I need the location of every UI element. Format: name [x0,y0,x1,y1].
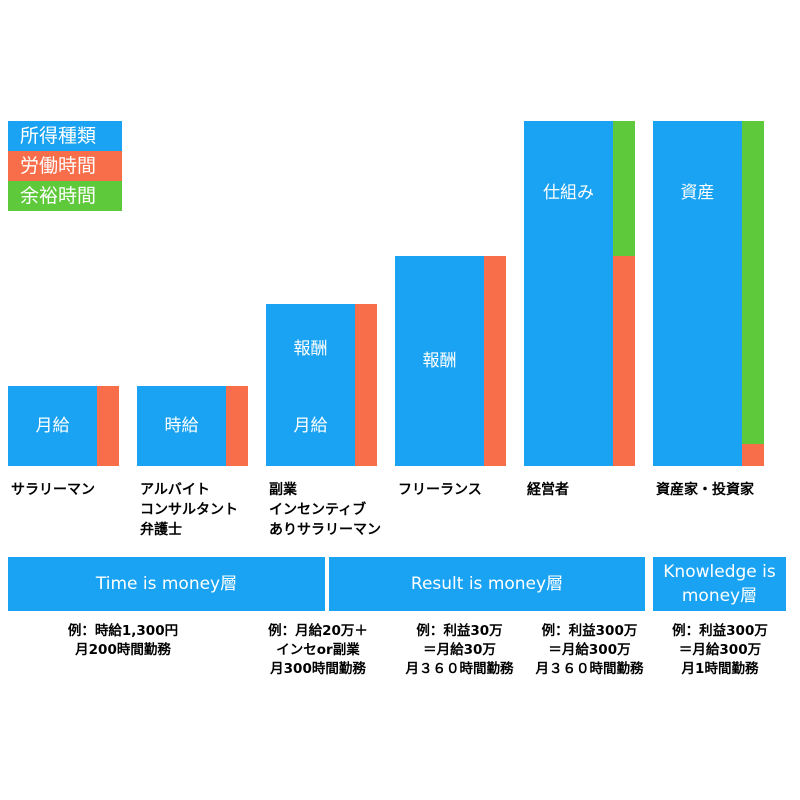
income-label: 資産 [680,183,715,203]
spare-bar [613,121,635,256]
income-bar [524,121,613,466]
category-label: フリーランス [398,480,482,500]
example-line: ＝月給300万 [678,642,762,658]
example-text: 例：時給1,300円 月200時間勤務 [58,622,188,660]
category-label: 資産家・投資家 [656,480,754,500]
example-line: 月300時間勤務 [270,661,366,677]
labor-bar [355,304,377,466]
layer-label-line: Result is money層 [410,574,564,594]
example-line: 例：利益300万 [672,623,768,639]
income-label: 時給 [164,416,199,436]
category-label: 経営者 [527,480,569,500]
layer-label: Result is money層 [411,572,563,596]
layer-label-line: Time is money層 [95,574,238,594]
labor-bar [742,444,764,466]
income-label: 報酬 [293,339,328,359]
category-label-line: 資産家・投資家 [656,482,754,498]
category-label-line: コンサルタント [140,502,238,518]
category-label-line: 弁護士 [140,522,182,538]
category-label-line: サラリーマン [11,482,95,498]
spare-bar [742,121,764,444]
layer-band: Result is money層 [329,557,645,611]
example-line: 例：時給1,300円 [67,623,179,639]
labor-bar [484,256,506,466]
legend-labor-time: 労働時間 [8,151,122,181]
layer-label-line: money層 [681,586,758,606]
example-line: 月３６０時間勤務 [405,661,514,677]
income-bar [8,386,97,466]
labor-bar [613,256,635,466]
layer-label: Time is money層 [96,572,237,596]
example-line: ＝月給30万 [423,642,496,658]
income-label: 月給 [293,416,328,436]
income-bar [266,304,355,466]
example-line: 例：利益300万 [541,623,638,639]
legend-spare-time: 余裕時間 [8,181,122,211]
category-label: サラリーマン [11,480,95,500]
income-label: 月給 [35,416,70,436]
example-line: 例：月給20万＋ [268,623,368,639]
example-line: インセor副業 [276,642,360,658]
labor-bar [97,386,119,466]
category-label: アルバイトコンサルタント 弁護士 [140,480,238,540]
example-line: 月３６０時間勤務 [535,661,644,677]
layer-band: Time is money層 [8,557,325,611]
income-bar [653,121,742,466]
category-label: 副業インセンティブ ありサラリーマン [269,480,381,540]
layer-label-line: Knowledge is [663,562,776,582]
category-label-line: 経営者 [527,482,569,498]
example-text: 例：利益300万 ＝月給300万 月３６０時間勤務 [527,622,652,679]
category-label-line: 副業 [269,482,297,498]
income-bar [395,256,484,466]
layer-label: Knowledge is money層 [663,560,775,608]
category-label-line: インセンティブ [269,502,367,518]
income-bar [137,386,226,466]
example-line: 月200時間勤務 [75,642,171,658]
example-text: 例：月給20万＋ インセor副業 月300時間勤務 [258,622,378,679]
example-line: 月1時間勤務 [681,661,759,677]
example-line: ＝月給300万 [548,642,631,658]
example-line: 例：利益30万 [416,623,503,639]
income-label: 報酬 [422,351,457,371]
layer-band: Knowledge is money層 [653,557,786,611]
example-text: 例：利益300万 ＝月給300万 月1時間勤務 [660,622,780,679]
category-label-line: アルバイト [140,482,210,498]
income-label: 仕組み [543,183,594,203]
category-label-line: ありサラリーマン [269,522,381,538]
example-text: 例：利益30万 ＝月給30万月３６０時間勤務 [397,622,522,679]
labor-bar [226,386,248,466]
legend-income-type: 所得種類 [8,121,122,151]
category-label-line: フリーランス [398,482,482,498]
